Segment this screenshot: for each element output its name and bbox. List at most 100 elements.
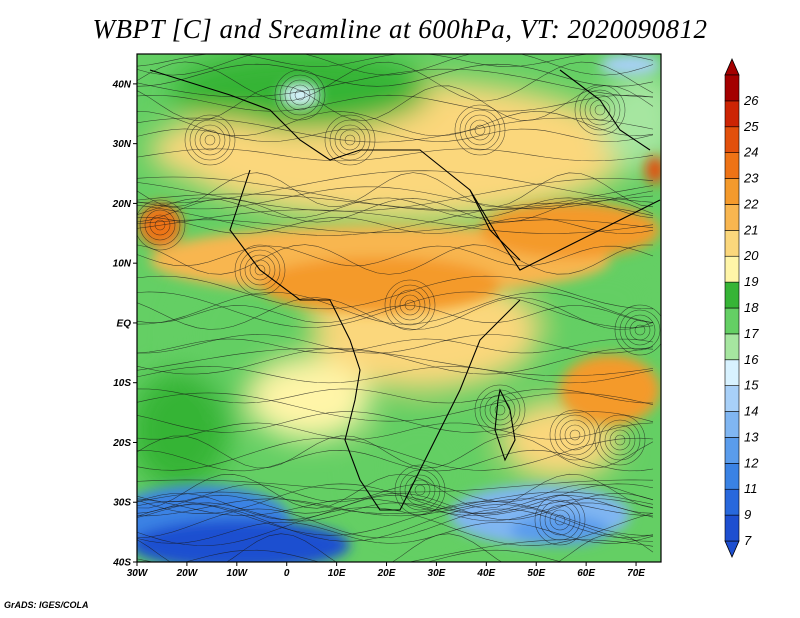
x-tick-label: 20W: [176, 568, 199, 579]
colorbar-swatch: [724, 437, 740, 464]
vortex-ring: [274, 69, 326, 121]
vortex-ring: [559, 419, 591, 451]
streamline: [137, 498, 654, 517]
y-tick-label: 10S: [113, 378, 131, 389]
streamline: [137, 549, 563, 562]
vortex-ring: [554, 514, 566, 526]
chart-title: WBPT [C] and Sreamline at 600hPa, VT: 20…: [92, 14, 708, 44]
colorbar-swatch: [724, 488, 740, 516]
x-tick-label: 0: [284, 568, 290, 579]
y-tick-label: 30S: [113, 498, 131, 509]
colorbar: 7 9 11 12 13 14 15 16 17 18 19 20 21 22 23 24 25 26: [724, 58, 759, 558]
vortex-ring: [629, 319, 651, 341]
streamline: [137, 63, 654, 87]
vortex-ring: [294, 89, 306, 101]
vortex-ring: [154, 219, 166, 231]
x-tick-label: 40E: [476, 568, 495, 579]
vortex-ring: [464, 114, 496, 146]
streamline: [137, 347, 654, 375]
x-tick-label: 30E: [428, 568, 446, 579]
colorbar-swatch: [724, 333, 740, 361]
streamline: [137, 435, 654, 469]
vortex-ring: [454, 104, 506, 156]
colorbar-swatch: [724, 230, 740, 257]
colorbar-label: 9: [744, 507, 751, 522]
streamline: [137, 492, 654, 521]
streamline: [137, 275, 654, 310]
vortex-ring: [399, 294, 421, 316]
vortex-ring: [199, 129, 221, 151]
streamline: [137, 117, 654, 143]
streamline: [137, 245, 654, 267]
streamline: [137, 244, 653, 275]
y-tick-label: 20S: [112, 438, 131, 449]
streamline: [137, 297, 654, 330]
vortex-ring: [474, 124, 486, 136]
vortex-ring: [389, 284, 431, 326]
streamline: [137, 507, 654, 546]
vortex-ring: [139, 204, 181, 246]
colorbar-label: 14: [744, 404, 758, 419]
vortex-ring: [289, 84, 311, 106]
vortex-ring: [329, 119, 371, 161]
colorbar-min-arrow: [724, 540, 740, 558]
streamline: [137, 491, 654, 514]
colorbar-label: 13: [744, 429, 759, 444]
colorbar-swatch: [724, 152, 740, 179]
colorbar-swatch: [724, 255, 740, 283]
vortex-ring: [609, 429, 631, 451]
streamline: [137, 539, 654, 562]
vortex-ring: [624, 314, 656, 346]
vortex-ring: [574, 84, 626, 136]
vortex-ring: [549, 509, 571, 531]
streamline: [137, 209, 654, 234]
streamline: [137, 411, 654, 433]
vortex-ring: [604, 424, 636, 456]
vortex-ring: [469, 119, 491, 141]
vortex-ring: [474, 384, 526, 436]
streamline: [137, 392, 654, 422]
vortex-ring: [459, 109, 501, 151]
vortex-ring: [539, 499, 581, 541]
streamline: [137, 54, 654, 67]
colorbar-label: 20: [743, 248, 759, 263]
streamline: [137, 508, 654, 539]
vortex-ring: [619, 309, 661, 351]
vortex-ring: [414, 484, 426, 496]
streamline: [137, 521, 654, 544]
x-tick-label: 70E: [627, 568, 645, 579]
colorbar-swatch: [724, 359, 740, 386]
vortex-ring: [137, 199, 186, 251]
vortex-ring: [549, 409, 601, 461]
vortex-ring: [324, 114, 376, 166]
streamline: [137, 348, 654, 377]
streamline: [137, 334, 654, 354]
streamline: [137, 292, 654, 325]
vortex-ring: [544, 504, 576, 536]
x-tick-label: 10W: [227, 568, 249, 579]
vortex-ring: [244, 254, 276, 286]
colorbar-label: 16: [744, 352, 759, 367]
streamline: [137, 502, 654, 522]
plot-frame: [136, 53, 662, 563]
vortex-ring: [394, 289, 426, 321]
streamline: [137, 172, 654, 208]
vortex-ring: [194, 124, 226, 156]
vortex-ring: [184, 114, 236, 166]
x-tick-label: 20E: [377, 568, 396, 579]
colorbar-swatch: [724, 385, 740, 412]
streamline: [137, 305, 654, 323]
colorbar-swatch: [724, 178, 740, 205]
vortex-ring: [634, 324, 646, 336]
streamline: [137, 186, 654, 210]
colorbar-swatch: [724, 463, 740, 490]
y-axis: 40N 30N 20N 10N EQ 10S 20S 30S 40S: [112, 79, 137, 569]
vortex-ring: [344, 134, 356, 146]
vortex-ring: [404, 299, 416, 311]
streamline: [137, 61, 654, 102]
colorbar-label: 12: [744, 455, 759, 470]
streamline: [137, 111, 654, 137]
vortex-ring: [204, 134, 216, 146]
y-tick-label: 30N: [113, 139, 132, 150]
x-tick-label: 30W: [127, 568, 149, 579]
